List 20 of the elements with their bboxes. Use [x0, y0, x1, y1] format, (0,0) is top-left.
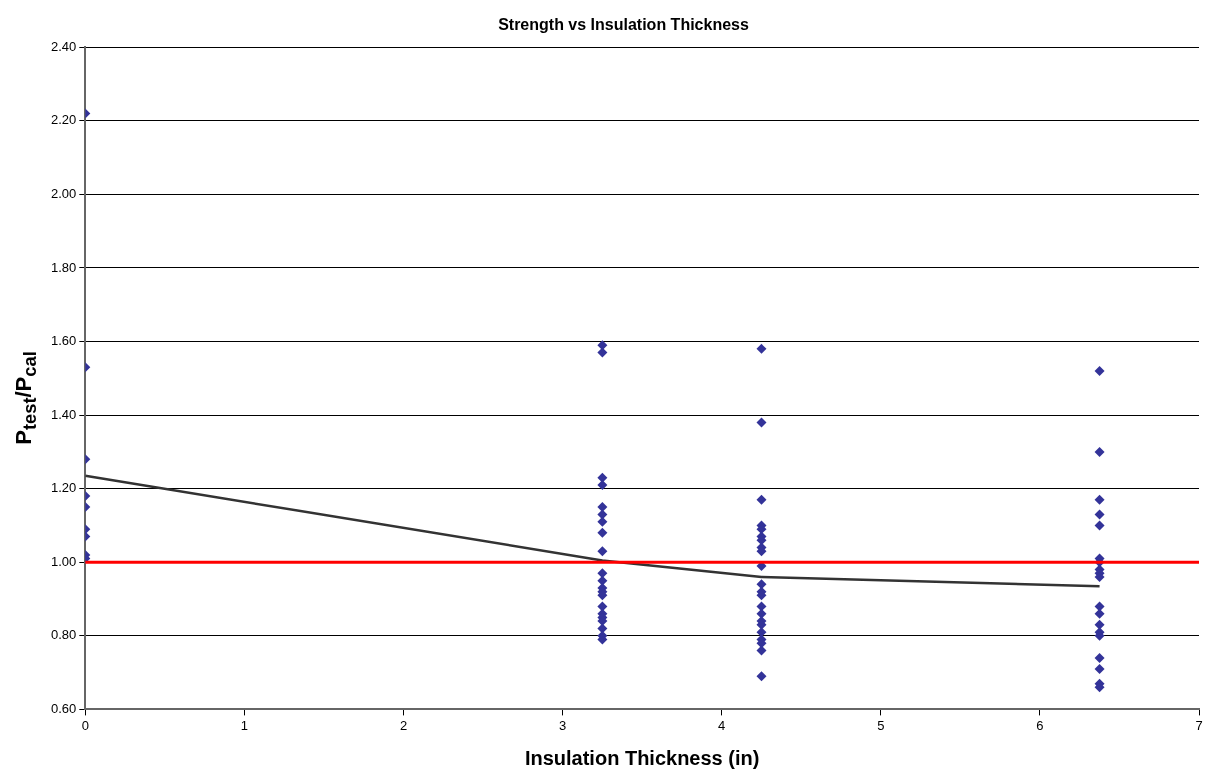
x-tick-label: 5 [877, 717, 885, 733]
chart-title: Strength vs Insulation Thickness [498, 16, 749, 34]
x-tick-label: 3 [558, 717, 567, 733]
x-axis-title: Insulation Thickness (in) [524, 746, 760, 769]
y-tick-label: 0.80 [50, 627, 77, 643]
x-tick-label: 0 [81, 717, 89, 733]
y-tick-label: 2.20 [50, 112, 77, 128]
y-tick-label: 0.60 [50, 700, 77, 716]
y-tick-label: 1.00 [50, 553, 77, 569]
x-tick-label: 7 [1195, 717, 1203, 733]
y-tick-label: 1.80 [50, 259, 77, 275]
x-tick-label: 6 [1036, 717, 1044, 733]
x-tick-label: 2 [399, 717, 408, 733]
y-tick-label: 1.20 [50, 480, 77, 496]
y-tick-label: 1.40 [50, 406, 77, 422]
x-tick-label: 4 [718, 717, 726, 733]
y-tick-label: 1.60 [50, 333, 77, 349]
y-tick-label: 2.00 [50, 185, 77, 201]
y-tick-label: 2.40 [50, 38, 77, 54]
x-tick-label: 1 [240, 717, 249, 733]
